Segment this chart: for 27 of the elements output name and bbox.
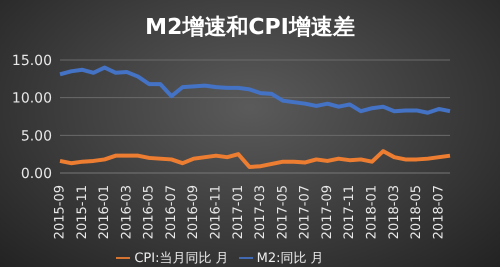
x-tick-label: 2017-09 (320, 185, 335, 240)
x-tick-label: 2017-11 (342, 185, 358, 240)
x-tick-label: 2016-07 (164, 185, 179, 240)
y-tick-label: 0.00 (20, 166, 52, 182)
chart-title: M2增速和CPI增速差 (144, 14, 356, 42)
x-tick-label: 2016-03 (119, 185, 134, 240)
x-tick-label: 2016-11 (208, 185, 224, 240)
y-tick-label: 15.00 (12, 52, 52, 69)
x-tick-label: 2016-09 (186, 185, 202, 240)
legend-label: M2:同比 月 (256, 251, 324, 266)
x-tick-label: 2017-07 (298, 185, 313, 240)
y-tick-label: 10.00 (12, 90, 52, 107)
x-tick-label: 2018-01 (364, 185, 380, 240)
legend-label: CPI:当月同比 月 (134, 251, 229, 266)
x-tick-label: 2017-03 (253, 185, 268, 240)
line-series (58, 149, 452, 169)
line-series (58, 66, 452, 115)
x-tick-label: 2016-01 (97, 185, 112, 240)
x-tick-label: 2015-09 (52, 185, 68, 240)
x-tick-label: 2018-07 (431, 185, 446, 240)
x-tick-label: 2018-03 (386, 185, 402, 240)
x-tick-label: 2017-01 (230, 185, 246, 240)
x-tick-label: 2016-05 (142, 185, 157, 240)
x-tick-label: 2015-11 (74, 185, 90, 240)
x-tick-label: 2017-05 (275, 185, 290, 240)
y-tick-label: 5.00 (20, 128, 52, 144)
x-tick-label: 2018-05 (409, 185, 424, 240)
